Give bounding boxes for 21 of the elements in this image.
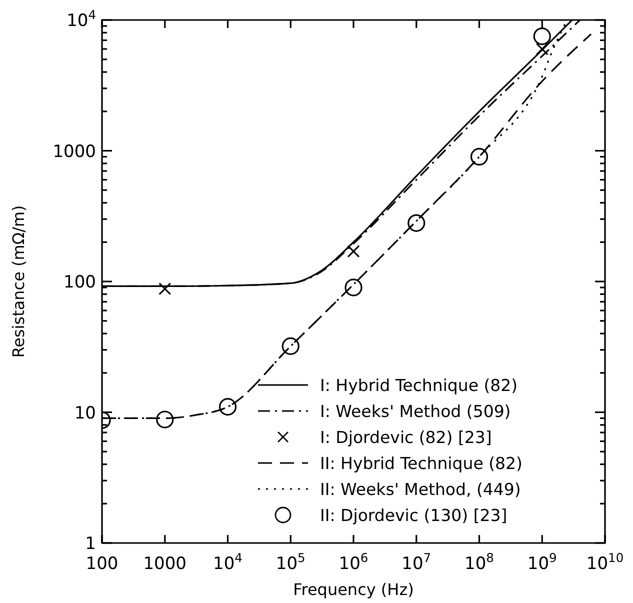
y-tick-label: 1	[85, 534, 96, 554]
y-axis-title: Resistance (mΩ/m)	[9, 205, 28, 358]
x-tick-label: 10$^{8}$	[464, 551, 494, 574]
y-tick-label: 10	[74, 403, 96, 424]
legend-label: I: Djordevic (82) [23]	[320, 428, 492, 447]
x-tick-label: 10$^{9}$	[527, 551, 557, 574]
x-tick-label: 10$^{4}$	[213, 551, 243, 574]
x-tick-label: 10$^{10}$	[586, 551, 624, 574]
legend-label: II: Hybrid Technique (82)	[320, 454, 522, 473]
x-tick-label: 1000	[143, 554, 187, 574]
x-tick-label: 10$^{5}$	[276, 551, 306, 574]
legend-label: I: Weeks' Method (509)	[320, 402, 511, 421]
legend-label: II: Weeks' Method, (449)	[320, 480, 521, 499]
legend-label: II: Djordevic (130) [23]	[320, 506, 508, 525]
y-tick-label: 10$^{4}$	[66, 8, 96, 31]
y-tick-label: 100	[64, 272, 96, 292]
x-tick-label: 10$^{7}$	[402, 551, 432, 574]
y-tick-label: 1000	[52, 142, 96, 162]
legend-label: I: Hybrid Technique (82)	[320, 376, 518, 395]
x-axis-title: Frequency (Hz)	[293, 580, 414, 599]
x-tick-label: 10$^{6}$	[338, 551, 368, 574]
